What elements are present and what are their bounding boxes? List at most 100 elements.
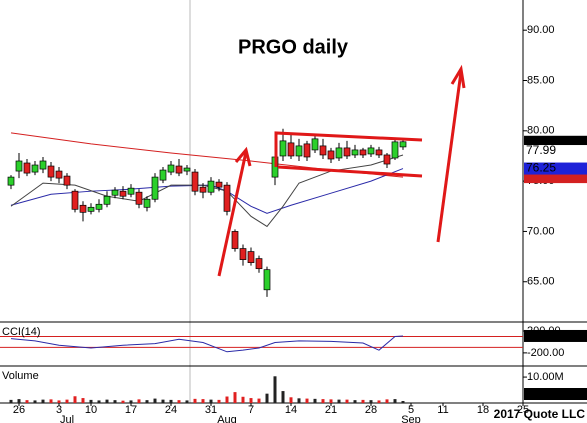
x-tick-label: 11	[437, 404, 448, 416]
candle-body	[287, 142, 295, 157]
last-box	[524, 329, 587, 342]
y-tick-label: 90.00	[527, 24, 555, 36]
arrow	[217, 151, 248, 277]
candle-body	[119, 190, 127, 197]
candle-body	[31, 164, 39, 173]
volume-bar	[17, 399, 21, 403]
volume-bar	[41, 399, 45, 403]
volume-bar	[361, 399, 365, 403]
volume-bar	[273, 376, 277, 403]
volume-bar	[193, 398, 197, 403]
price-label-box	[524, 145, 587, 158]
candle-body	[263, 269, 271, 291]
x-tick-label: 26	[13, 404, 25, 416]
volume-bar	[225, 396, 229, 403]
arrow-head	[234, 146, 252, 167]
channel-top	[274, 131, 423, 167]
volume-bar	[73, 396, 77, 403]
volume-bar	[121, 400, 125, 403]
annotations	[217, 64, 466, 277]
volume-bar	[185, 400, 189, 403]
last-label: 769.12K	[526, 386, 571, 400]
volume-bar	[25, 400, 29, 403]
volume-bar	[337, 399, 341, 403]
candle-body	[279, 140, 287, 157]
volume-bar	[65, 399, 69, 403]
cci-line	[10, 335, 404, 353]
volume-bar	[209, 399, 213, 403]
volume-bar	[145, 400, 149, 403]
credit: 2017 Quote LLC	[494, 407, 586, 421]
price-label: 78.91	[526, 134, 556, 148]
x-tick-label: 3	[56, 404, 62, 416]
month-label: Aug	[217, 414, 237, 423]
panel-label: Volume	[2, 370, 39, 382]
y-tick-label: 65.00	[527, 276, 555, 288]
last-box	[524, 388, 587, 400]
volume-bar	[33, 400, 37, 403]
volume-bar	[321, 399, 325, 403]
candle-body	[55, 170, 63, 179]
volume-bar	[81, 398, 85, 403]
candle-body	[335, 147, 343, 159]
candle-body	[15, 160, 23, 172]
x-tick-label: 5	[408, 404, 414, 416]
x-tick-label: 7	[248, 404, 254, 416]
y-tick-label: 85.00	[527, 74, 555, 86]
candle-body	[7, 176, 15, 186]
panel-label: CCI(14)	[2, 326, 41, 338]
candle-body	[79, 204, 87, 213]
candle-body	[343, 147, 351, 157]
volume-bar	[89, 399, 93, 403]
price-label: 76.25	[526, 161, 556, 175]
x-tick-label: 31	[205, 404, 217, 416]
volume-bar	[49, 399, 53, 403]
volume-bar	[385, 399, 389, 403]
month-label: Sep	[401, 414, 421, 423]
candle-body	[359, 149, 367, 156]
y-tick-label: -200.00	[527, 347, 564, 359]
volume-bar	[113, 400, 117, 403]
volume-bar	[161, 399, 165, 403]
volume-bar	[289, 397, 293, 403]
x-tick-label: 14	[285, 404, 297, 416]
x-tick-label: 21	[325, 404, 337, 416]
volume-bar	[201, 399, 205, 403]
volume-bar	[345, 399, 349, 403]
x-tick-label: 25	[517, 404, 529, 416]
volume-bar	[353, 400, 357, 403]
candle-body	[183, 167, 191, 172]
candle-body	[231, 231, 239, 249]
candle-body	[151, 176, 159, 200]
candle-body	[223, 184, 231, 212]
candle-body	[239, 248, 247, 260]
candle-body	[63, 175, 71, 186]
volume-bar	[233, 392, 237, 403]
channel-bottom	[277, 165, 423, 178]
volume-bar	[169, 399, 173, 403]
volume-bar	[137, 399, 141, 403]
candle-body	[39, 160, 47, 170]
candle-body	[375, 149, 383, 156]
marks: 65.0070.0075.0080.0085.0090.002631017243…	[0, 24, 587, 423]
last-label: 109.47	[526, 328, 563, 342]
y-tick-label: 10.00M	[527, 371, 564, 383]
volume-bar	[329, 399, 333, 403]
y-tick-label: 70.00	[527, 225, 555, 237]
candle-body	[87, 206, 95, 212]
volume-bar	[57, 400, 61, 403]
candle-body	[247, 251, 255, 263]
candle-body	[191, 171, 199, 192]
candle-body	[311, 138, 319, 151]
volume-bar	[177, 400, 181, 403]
candle-body	[23, 162, 31, 174]
price-label-box	[524, 162, 587, 175]
candle-body	[207, 180, 215, 193]
y-tick-label: 80.00	[527, 125, 555, 137]
volume-bar	[217, 399, 221, 403]
candle-body	[303, 143, 311, 158]
candle-body	[255, 258, 263, 270]
x-tick-label: 17	[125, 404, 137, 416]
candle-body	[319, 145, 327, 156]
